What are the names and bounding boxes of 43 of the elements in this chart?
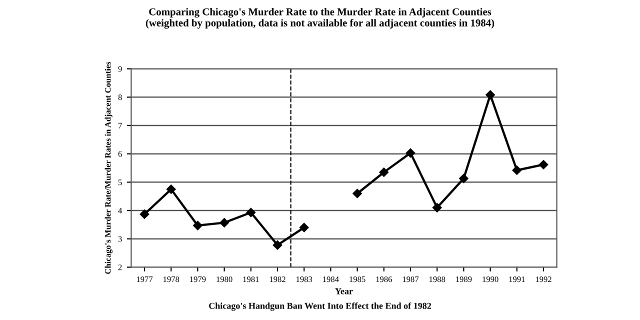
y-tick-label: 7	[118, 122, 122, 128]
x-tick-label: 1986	[376, 276, 392, 282]
x-tick-label: 1980	[216, 276, 232, 282]
point	[512, 166, 522, 175]
y-tick-label: 2	[118, 264, 122, 270]
x-tick-label: 1992	[536, 276, 552, 282]
chart-title: Comparing Chicago's Murder Rate to the Murder Rate in Adjacent Counties (weighted by population, data is not available for all adjacent counties in 1984)	[146, 8, 494, 29]
x-tick-label: 1978	[164, 276, 180, 282]
point	[406, 148, 416, 158]
y-tick-label: 9	[118, 66, 122, 72]
x-tick-label: 1989	[456, 276, 472, 282]
point	[486, 90, 495, 100]
x-tick-label: 1988	[430, 276, 446, 282]
point	[379, 168, 389, 177]
point	[193, 220, 202, 230]
y-tick-label: 4	[118, 208, 122, 214]
x-tick-label: 1985	[350, 276, 366, 282]
x-axis-title: Year	[335, 288, 353, 294]
y-tick-label: 6	[118, 151, 122, 157]
x-tick-label: 1987	[402, 276, 419, 282]
y-tick-label: 3	[118, 236, 122, 242]
x-tick-label: 1977	[136, 276, 153, 282]
x-tick-label: 1979	[190, 276, 206, 282]
point	[459, 174, 468, 184]
point	[272, 240, 282, 250]
x-tick-label: 1991	[509, 276, 525, 282]
y-tick-label: 5	[118, 180, 122, 186]
y-tick-label: 8	[118, 94, 122, 100]
x-tick-label: 1981	[243, 276, 259, 282]
point	[538, 160, 548, 170]
text: Chicago's Handgun Ban Went Into Effect the End of 1982	[209, 302, 432, 311]
point	[166, 184, 176, 194]
point	[220, 218, 229, 228]
x-tick-label: 1983	[296, 276, 312, 282]
point	[352, 188, 362, 198]
x-tick-label: 1982	[270, 276, 286, 282]
point	[140, 210, 150, 219]
point	[432, 203, 442, 212]
point	[299, 222, 309, 232]
x-tick-label: 1990	[482, 276, 498, 282]
x-tick-label: 1984	[323, 276, 339, 282]
y-axis-title: Chicago's Murder Rate/Murder Rates in Adjacent Counties	[104, 62, 112, 274]
point	[246, 208, 256, 218]
